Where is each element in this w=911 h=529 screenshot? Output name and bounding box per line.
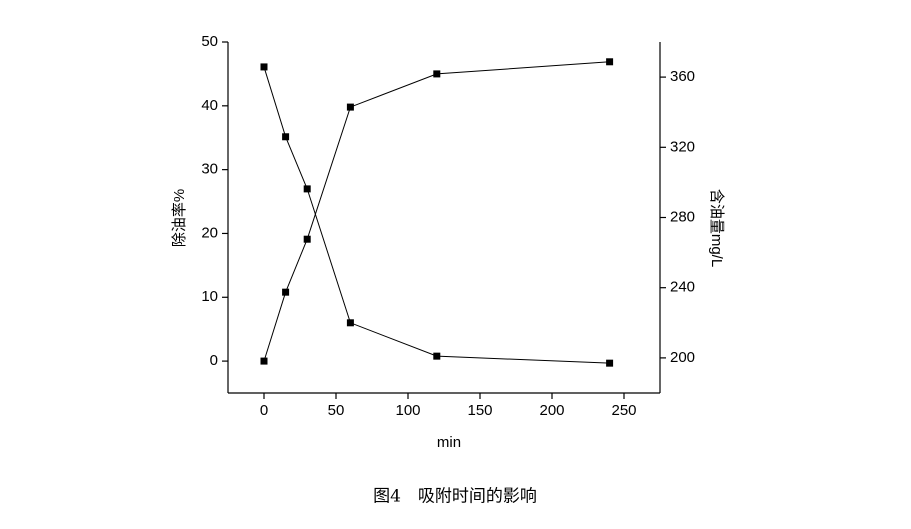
data-point <box>282 288 290 296</box>
y2-tick-label: 360 <box>670 68 695 85</box>
series-line <box>263 66 610 364</box>
y-tick-label: 30 <box>201 161 218 178</box>
y-tick-label: 50 <box>201 33 218 50</box>
x-tick-label: 50 <box>328 402 345 419</box>
x-tick-label: 200 <box>539 402 564 419</box>
data-point <box>260 357 268 365</box>
data-point <box>282 133 290 141</box>
caption: 图4 吸附时间的影响 <box>373 487 537 507</box>
data-point <box>303 185 311 193</box>
data-point <box>260 63 268 71</box>
y-tick-label: 40 <box>201 97 218 114</box>
x-tick-label: 100 <box>395 402 420 419</box>
x-tick-label: 150 <box>467 402 492 419</box>
x-axis-label: min <box>437 434 461 451</box>
data-point <box>303 235 311 243</box>
data-point <box>606 359 614 367</box>
x-tick-label: 0 <box>260 402 268 419</box>
y-tick-label: 20 <box>201 224 218 241</box>
y2-axis-label: 含油量mg/L <box>708 189 725 267</box>
data-point <box>346 103 354 111</box>
data-point <box>433 352 441 360</box>
y2-tick-label: 320 <box>670 138 695 155</box>
data-point <box>433 70 441 78</box>
y-axis-label: 除油率% <box>171 189 188 247</box>
y2-tick-label: 240 <box>670 279 695 296</box>
y2-tick-label: 200 <box>670 349 695 366</box>
x-tick-label: 250 <box>611 402 636 419</box>
y-tick-label: 10 <box>201 288 218 305</box>
data-point <box>346 319 354 327</box>
y2-tick-label: 280 <box>670 208 695 225</box>
y-tick-label: 0 <box>210 352 218 369</box>
data-point <box>606 58 614 66</box>
series-line <box>263 61 610 362</box>
